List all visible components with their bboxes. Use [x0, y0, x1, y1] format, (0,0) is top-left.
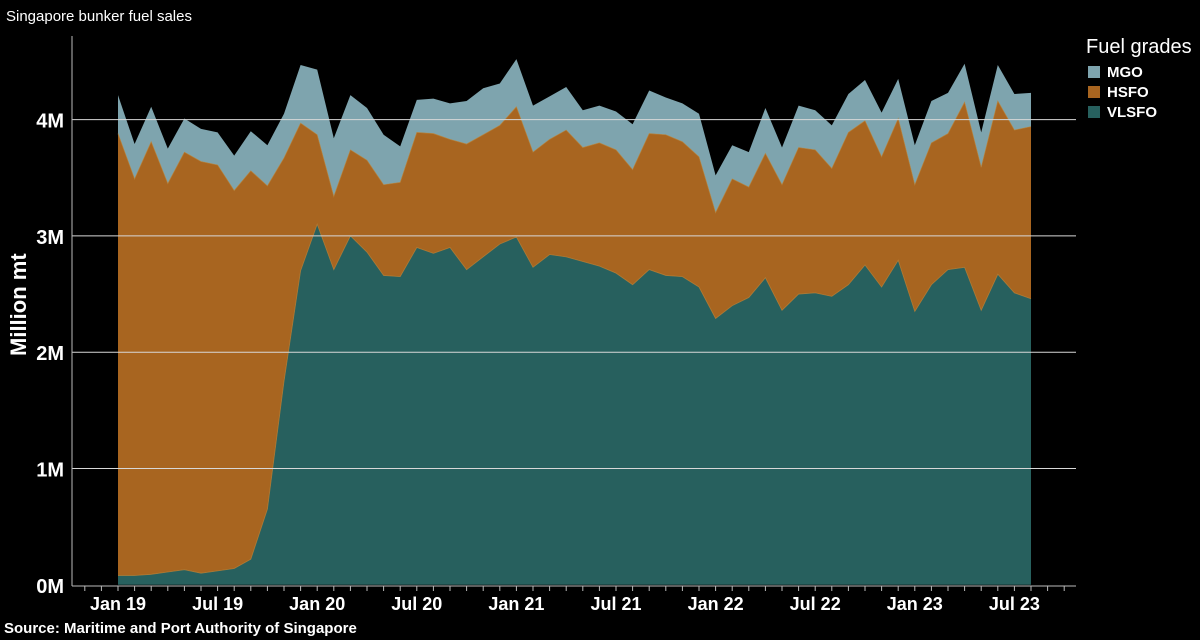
legend-label-mgo: MGO [1107, 63, 1143, 81]
y-tick-label-1m: 1M [36, 460, 64, 482]
legend-swatch-hsfo [1088, 86, 1100, 98]
source-note: Source: Maritime and Port Authority of S… [4, 620, 357, 637]
x-tick-label-jan-22: Jan 22 [688, 594, 744, 614]
area-mgo [118, 59, 1031, 213]
boundary-line-hsfo [117, 99, 1032, 214]
y-tick-label-0m: 0M [36, 576, 64, 598]
y-tick-label-4m: 4M [36, 111, 64, 133]
x-tick-label-jan-21: Jan 21 [488, 594, 544, 614]
area-hsfo [118, 100, 1031, 576]
x-tick-label-jul-22: Jul 22 [790, 594, 841, 614]
area-vlsfo [118, 224, 1031, 585]
legend-title: Fuel grades [1086, 36, 1192, 58]
y-tick-label-3m: 3M [36, 227, 64, 249]
legend-item-vlsfo: VLSFO [1086, 102, 1192, 122]
x-tick-label-jan-20: Jan 20 [289, 594, 345, 614]
legend-item-hsfo: HSFO [1086, 82, 1192, 102]
legend-label-hsfo: HSFO [1107, 83, 1149, 101]
x-tick-label-jan-19: Jan 19 [90, 594, 146, 614]
x-tick-label-jul-19: Jul 19 [192, 594, 243, 614]
x-tick-label-jul-23: Jul 23 [989, 594, 1040, 614]
legend: Fuel grades MGO HSFO VLSFO [1086, 36, 1192, 122]
y-tick-label-2m: 2M [36, 343, 64, 365]
legend-swatch-vlsfo [1088, 106, 1100, 118]
legend-label-vlsfo: VLSFO [1107, 103, 1158, 121]
boundary-line-vlsfo [118, 223, 1032, 576]
chart-title: Singapore bunker fuel sales [6, 8, 192, 25]
legend-item-mgo: MGO [1086, 62, 1192, 82]
x-tick-label-jul-20: Jul 20 [391, 594, 442, 614]
x-tick-label-jan-23: Jan 23 [887, 594, 943, 614]
legend-swatch-mgo [1088, 66, 1100, 78]
x-tick-label-jul-21: Jul 21 [590, 594, 641, 614]
